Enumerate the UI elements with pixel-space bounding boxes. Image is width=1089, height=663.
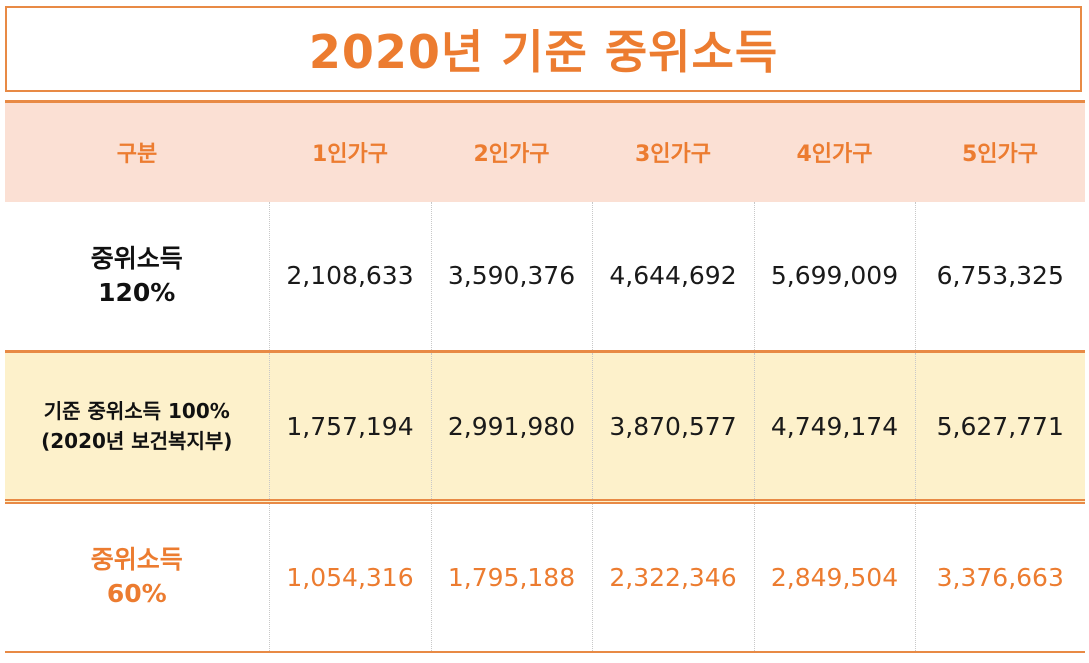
table-cell: 3,870,577 [591, 351, 754, 502]
table-cell: 2,322,346 [591, 501, 754, 652]
income-table-container: 구분 1인가구 2인가구 3인가구 4인가구 5인가구 중위소득 120% 2,… [5, 100, 1085, 653]
table-cell: 1,795,188 [430, 501, 592, 652]
header-2-person: 2인가구 [473, 142, 550, 168]
row-label-line1: 중위소득 [90, 545, 183, 575]
table-row-60-percent: 중위소득 60% 1,054,316 1,795,188 2,322,346 2… [5, 501, 1085, 652]
header-category: 구분 [116, 142, 158, 168]
table-cell: 2,849,504 [753, 501, 915, 652]
header-row: 구분 1인가구 2인가구 3인가구 4인가구 5인가구 [5, 101, 1085, 202]
table-cell: 1,054,316 [268, 501, 431, 652]
row-label-line1: 중위소득 [90, 243, 183, 273]
row-label-line2: 60% [106, 579, 167, 609]
median-income-table: 구분 1인가구 2인가구 3인가구 4인가구 5인가구 중위소득 120% 2,… [5, 100, 1085, 653]
header-5-person: 5인가구 [961, 142, 1039, 168]
title-box: 2020년 기준 중위소득 [5, 6, 1082, 92]
table-cell: 2,108,633 [268, 201, 431, 352]
header-4-person: 4인가구 [796, 142, 873, 168]
table-cell: 4,749,174 [753, 351, 915, 502]
header-1-person: 1인가구 [311, 142, 389, 168]
table-body: 중위소득 120% 2,108,633 3,590,376 4,644,692 … [5, 201, 1085, 652]
row-label-line2: (2020년 보건복지부) [41, 429, 233, 453]
table-header: 구분 1인가구 2인가구 3인가구 4인가구 5인가구 [5, 101, 1085, 202]
table-cell: 5,627,771 [914, 351, 1085, 502]
table-cell: 5,699,009 [753, 201, 915, 352]
table-cell: 2,991,980 [430, 351, 592, 502]
row-label: 중위소득 120% [5, 202, 269, 352]
table-row-100-percent: 기준 중위소득 100% (2020년 보건복지부) 1,757,194 2,9… [5, 351, 1085, 502]
table-cell: 6,753,325 [914, 201, 1085, 352]
table-cell: 1,757,194 [268, 351, 431, 502]
table-row-120-percent: 중위소득 120% 2,108,633 3,590,376 4,644,692 … [5, 201, 1085, 352]
header-3-person: 3인가구 [634, 142, 712, 168]
page-title: 2020년 기준 중위소득 [308, 25, 779, 79]
row-label: 중위소득 60% [5, 502, 269, 652]
row-label-line2: 120% [98, 277, 176, 307]
table-cell: 3,590,376 [430, 201, 592, 352]
table-cell: 4,644,692 [591, 201, 754, 352]
table-cell: 3,376,663 [914, 501, 1085, 652]
row-label-line1: 기준 중위소득 100% [43, 399, 230, 423]
row-label: 기준 중위소득 100% (2020년 보건복지부) [5, 352, 269, 502]
